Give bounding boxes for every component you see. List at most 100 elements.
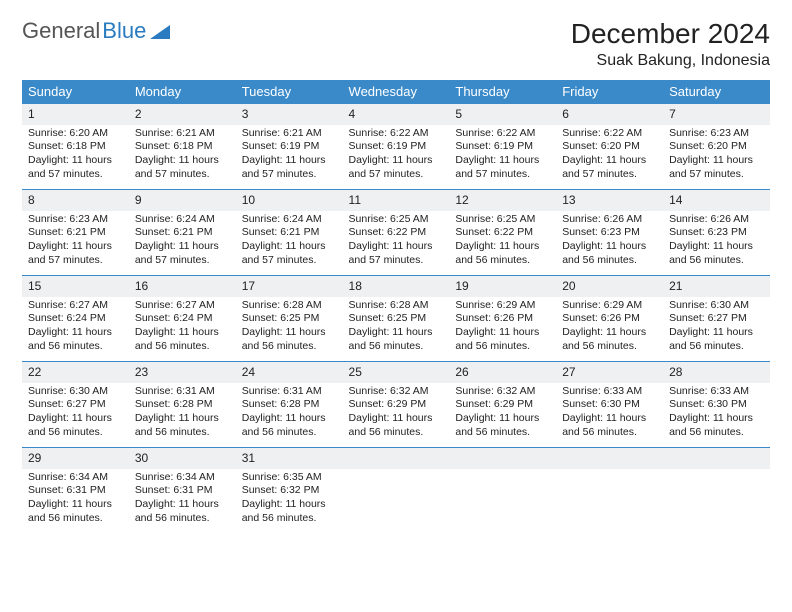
calendar-day-cell: 6Sunrise: 6:22 AMSunset: 6:20 PMDaylight… <box>556 103 663 189</box>
day-number: 9 <box>129 189 236 211</box>
day-number: 23 <box>129 361 236 383</box>
calendar-day-cell: 31Sunrise: 6:35 AMSunset: 6:32 PMDayligh… <box>236 447 343 533</box>
sunset-line: Sunset: 6:29 PM <box>349 398 444 412</box>
sunset-line: Sunset: 6:28 PM <box>242 398 337 412</box>
day-number: 8 <box>22 189 129 211</box>
daylight-line: Daylight: 11 hours and 57 minutes. <box>562 154 657 181</box>
weekday-header: Thursday <box>449 80 556 103</box>
sunset-line: Sunset: 6:23 PM <box>562 226 657 240</box>
weekday-header: Monday <box>129 80 236 103</box>
daylight-line: Daylight: 11 hours and 56 minutes. <box>28 326 123 353</box>
day-body: Sunrise: 6:22 AMSunset: 6:19 PMDaylight:… <box>449 125 556 186</box>
calendar-week-row: 29Sunrise: 6:34 AMSunset: 6:31 PMDayligh… <box>22 447 770 533</box>
day-body: Sunrise: 6:21 AMSunset: 6:18 PMDaylight:… <box>129 125 236 186</box>
calendar-day-cell: 30Sunrise: 6:34 AMSunset: 6:31 PMDayligh… <box>129 447 236 533</box>
sunrise-line: Sunrise: 6:23 AM <box>669 127 764 141</box>
sunset-line: Sunset: 6:25 PM <box>242 312 337 326</box>
calendar-day-cell: 13Sunrise: 6:26 AMSunset: 6:23 PMDayligh… <box>556 189 663 275</box>
day-number: 1 <box>22 103 129 125</box>
sunrise-line: Sunrise: 6:29 AM <box>455 299 550 313</box>
day-body: Sunrise: 6:30 AMSunset: 6:27 PMDaylight:… <box>663 297 770 358</box>
sunrise-line: Sunrise: 6:33 AM <box>669 385 764 399</box>
day-body: Sunrise: 6:25 AMSunset: 6:22 PMDaylight:… <box>449 211 556 272</box>
sunrise-line: Sunrise: 6:27 AM <box>28 299 123 313</box>
day-number: 15 <box>22 275 129 297</box>
calendar-day-cell: 15Sunrise: 6:27 AMSunset: 6:24 PMDayligh… <box>22 275 129 361</box>
sunrise-line: Sunrise: 6:33 AM <box>562 385 657 399</box>
calendar-day-cell: 25Sunrise: 6:32 AMSunset: 6:29 PMDayligh… <box>343 361 450 447</box>
day-body: Sunrise: 6:25 AMSunset: 6:22 PMDaylight:… <box>343 211 450 272</box>
daylight-line: Daylight: 11 hours and 56 minutes. <box>562 326 657 353</box>
sunrise-line: Sunrise: 6:27 AM <box>135 299 230 313</box>
sunrise-line: Sunrise: 6:24 AM <box>242 213 337 227</box>
sunrise-line: Sunrise: 6:28 AM <box>349 299 444 313</box>
daylight-line: Daylight: 11 hours and 57 minutes. <box>669 154 764 181</box>
daylight-line: Daylight: 11 hours and 56 minutes. <box>455 240 550 267</box>
daylight-line: Daylight: 11 hours and 56 minutes. <box>242 326 337 353</box>
daylight-line: Daylight: 11 hours and 56 minutes. <box>28 412 123 439</box>
day-number: 14 <box>663 189 770 211</box>
day-number: 11 <box>343 189 450 211</box>
day-number: 20 <box>556 275 663 297</box>
calendar-week-row: 22Sunrise: 6:30 AMSunset: 6:27 PMDayligh… <box>22 361 770 447</box>
sunrise-line: Sunrise: 6:22 AM <box>455 127 550 141</box>
daylight-line: Daylight: 11 hours and 56 minutes. <box>135 498 230 525</box>
day-body: Sunrise: 6:35 AMSunset: 6:32 PMDaylight:… <box>236 469 343 530</box>
sunset-line: Sunset: 6:32 PM <box>242 484 337 498</box>
sunrise-line: Sunrise: 6:29 AM <box>562 299 657 313</box>
calendar-day-cell: 19Sunrise: 6:29 AMSunset: 6:26 PMDayligh… <box>449 275 556 361</box>
day-number: 2 <box>129 103 236 125</box>
weekday-header: Tuesday <box>236 80 343 103</box>
sunset-line: Sunset: 6:25 PM <box>349 312 444 326</box>
weekday-header: Friday <box>556 80 663 103</box>
day-number-empty: . <box>663 447 770 469</box>
day-body: Sunrise: 6:20 AMSunset: 6:18 PMDaylight:… <box>22 125 129 186</box>
day-number: 27 <box>556 361 663 383</box>
title-block: December 2024 Suak Bakung, Indonesia <box>571 18 770 70</box>
calendar-week-row: 15Sunrise: 6:27 AMSunset: 6:24 PMDayligh… <box>22 275 770 361</box>
calendar-day-cell: . <box>663 447 770 533</box>
sunset-line: Sunset: 6:19 PM <box>242 140 337 154</box>
day-number: 21 <box>663 275 770 297</box>
sunset-line: Sunset: 6:31 PM <box>28 484 123 498</box>
day-body: Sunrise: 6:26 AMSunset: 6:23 PMDaylight:… <box>663 211 770 272</box>
sunset-line: Sunset: 6:18 PM <box>135 140 230 154</box>
day-body: Sunrise: 6:23 AMSunset: 6:20 PMDaylight:… <box>663 125 770 186</box>
sunset-line: Sunset: 6:24 PM <box>135 312 230 326</box>
daylight-line: Daylight: 11 hours and 57 minutes. <box>242 154 337 181</box>
day-body: Sunrise: 6:21 AMSunset: 6:19 PMDaylight:… <box>236 125 343 186</box>
sunrise-line: Sunrise: 6:21 AM <box>242 127 337 141</box>
day-body: Sunrise: 6:24 AMSunset: 6:21 PMDaylight:… <box>236 211 343 272</box>
day-body: Sunrise: 6:32 AMSunset: 6:29 PMDaylight:… <box>343 383 450 444</box>
day-number: 30 <box>129 447 236 469</box>
day-number: 19 <box>449 275 556 297</box>
sunrise-line: Sunrise: 6:35 AM <box>242 471 337 485</box>
sunrise-line: Sunrise: 6:22 AM <box>562 127 657 141</box>
day-body: Sunrise: 6:28 AMSunset: 6:25 PMDaylight:… <box>236 297 343 358</box>
brand-part2: Blue <box>102 18 146 44</box>
day-body: Sunrise: 6:31 AMSunset: 6:28 PMDaylight:… <box>129 383 236 444</box>
day-number-empty: . <box>556 447 663 469</box>
day-number: 25 <box>343 361 450 383</box>
day-body: Sunrise: 6:22 AMSunset: 6:20 PMDaylight:… <box>556 125 663 186</box>
calendar-day-cell: 8Sunrise: 6:23 AMSunset: 6:21 PMDaylight… <box>22 189 129 275</box>
day-body: Sunrise: 6:24 AMSunset: 6:21 PMDaylight:… <box>129 211 236 272</box>
day-body: Sunrise: 6:33 AMSunset: 6:30 PMDaylight:… <box>663 383 770 444</box>
sunrise-line: Sunrise: 6:21 AM <box>135 127 230 141</box>
calendar-day-cell: 27Sunrise: 6:33 AMSunset: 6:30 PMDayligh… <box>556 361 663 447</box>
day-body: Sunrise: 6:31 AMSunset: 6:28 PMDaylight:… <box>236 383 343 444</box>
day-body: Sunrise: 6:28 AMSunset: 6:25 PMDaylight:… <box>343 297 450 358</box>
daylight-line: Daylight: 11 hours and 56 minutes. <box>562 240 657 267</box>
brand-logo: GeneralBlue <box>22 18 170 44</box>
daylight-line: Daylight: 11 hours and 56 minutes. <box>455 326 550 353</box>
sunrise-line: Sunrise: 6:22 AM <box>349 127 444 141</box>
sunrise-line: Sunrise: 6:32 AM <box>455 385 550 399</box>
sunrise-line: Sunrise: 6:26 AM <box>562 213 657 227</box>
calendar-day-cell: 7Sunrise: 6:23 AMSunset: 6:20 PMDaylight… <box>663 103 770 189</box>
calendar-day-cell: 20Sunrise: 6:29 AMSunset: 6:26 PMDayligh… <box>556 275 663 361</box>
sunset-line: Sunset: 6:28 PM <box>135 398 230 412</box>
calendar-day-cell: 29Sunrise: 6:34 AMSunset: 6:31 PMDayligh… <box>22 447 129 533</box>
sunrise-line: Sunrise: 6:30 AM <box>28 385 123 399</box>
sunset-line: Sunset: 6:29 PM <box>455 398 550 412</box>
sunrise-line: Sunrise: 6:32 AM <box>349 385 444 399</box>
